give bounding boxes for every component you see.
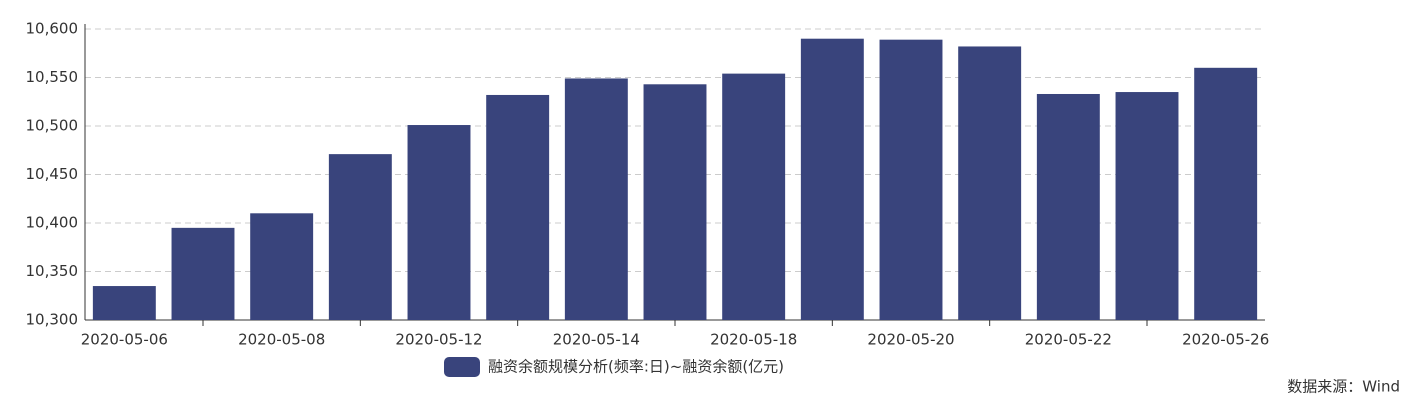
bar bbox=[643, 84, 707, 320]
y-tick-label: 10,400 bbox=[26, 214, 79, 232]
x-tick-label: 2020-05-14 bbox=[553, 331, 640, 349]
x-tick-label: 2020-05-22 bbox=[1025, 331, 1112, 349]
x-tick-label: 2020-05-20 bbox=[867, 331, 954, 349]
y-tick-label: 10,450 bbox=[26, 165, 79, 183]
bar bbox=[250, 213, 314, 320]
x-tick-label: 2020-05-26 bbox=[1182, 331, 1269, 349]
source-note: 数据来源：Wind bbox=[1287, 378, 1400, 396]
bar bbox=[171, 227, 235, 320]
bar bbox=[1115, 92, 1179, 320]
y-tick-label: 10,550 bbox=[26, 68, 79, 86]
bar bbox=[564, 78, 628, 320]
bar bbox=[800, 38, 864, 320]
bar bbox=[958, 46, 1022, 321]
y-tick-label: 10,300 bbox=[26, 311, 79, 329]
legend-swatch bbox=[444, 357, 480, 377]
y-tick-label: 10,350 bbox=[26, 262, 79, 280]
bar bbox=[1036, 93, 1100, 321]
x-tick-label: 2020-05-06 bbox=[81, 331, 168, 349]
x-tick-label: 2020-05-12 bbox=[395, 331, 482, 349]
legend-label: 融资余额规模分析(频率:日)~融资余额(亿元) bbox=[488, 358, 784, 376]
bar bbox=[407, 125, 471, 320]
bar bbox=[328, 154, 392, 320]
y-tick-label: 10,500 bbox=[26, 117, 79, 135]
bar bbox=[486, 94, 550, 321]
bar bbox=[92, 286, 156, 320]
y-tick-label: 10,600 bbox=[26, 20, 79, 38]
bar bbox=[722, 73, 786, 321]
bar bbox=[879, 39, 943, 321]
bar bbox=[1194, 67, 1258, 320]
x-tick-label: 2020-05-18 bbox=[710, 331, 797, 349]
x-tick-label: 2020-05-08 bbox=[238, 331, 325, 349]
